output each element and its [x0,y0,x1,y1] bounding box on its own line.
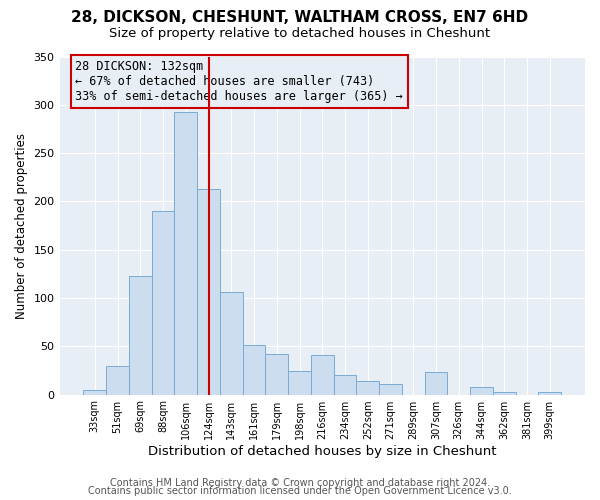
Text: Contains HM Land Registry data © Crown copyright and database right 2024.: Contains HM Land Registry data © Crown c… [110,478,490,488]
Bar [220,292,242,394]
Bar [175,112,197,395]
Bar [129,276,152,394]
Bar [106,366,129,394]
Bar [197,189,220,394]
Y-axis label: Number of detached properties: Number of detached properties [15,132,28,318]
Bar [288,372,311,394]
Bar [538,392,561,394]
Bar [356,381,379,394]
Bar [470,387,493,394]
Bar [334,376,356,394]
Bar [425,372,448,394]
Bar [265,354,288,395]
Text: Size of property relative to detached houses in Cheshunt: Size of property relative to detached ho… [109,28,491,40]
Bar [311,355,334,395]
Text: 28 DICKSON: 132sqm
← 67% of detached houses are smaller (743)
33% of semi-detach: 28 DICKSON: 132sqm ← 67% of detached hou… [76,60,403,103]
Bar [493,392,515,394]
Text: Contains public sector information licensed under the Open Government Licence v3: Contains public sector information licen… [88,486,512,496]
X-axis label: Distribution of detached houses by size in Cheshunt: Distribution of detached houses by size … [148,444,497,458]
Bar [152,211,175,394]
Bar [242,346,265,395]
Bar [83,390,106,394]
Bar [379,384,402,394]
Text: 28, DICKSON, CHESHUNT, WALTHAM CROSS, EN7 6HD: 28, DICKSON, CHESHUNT, WALTHAM CROSS, EN… [71,10,529,25]
